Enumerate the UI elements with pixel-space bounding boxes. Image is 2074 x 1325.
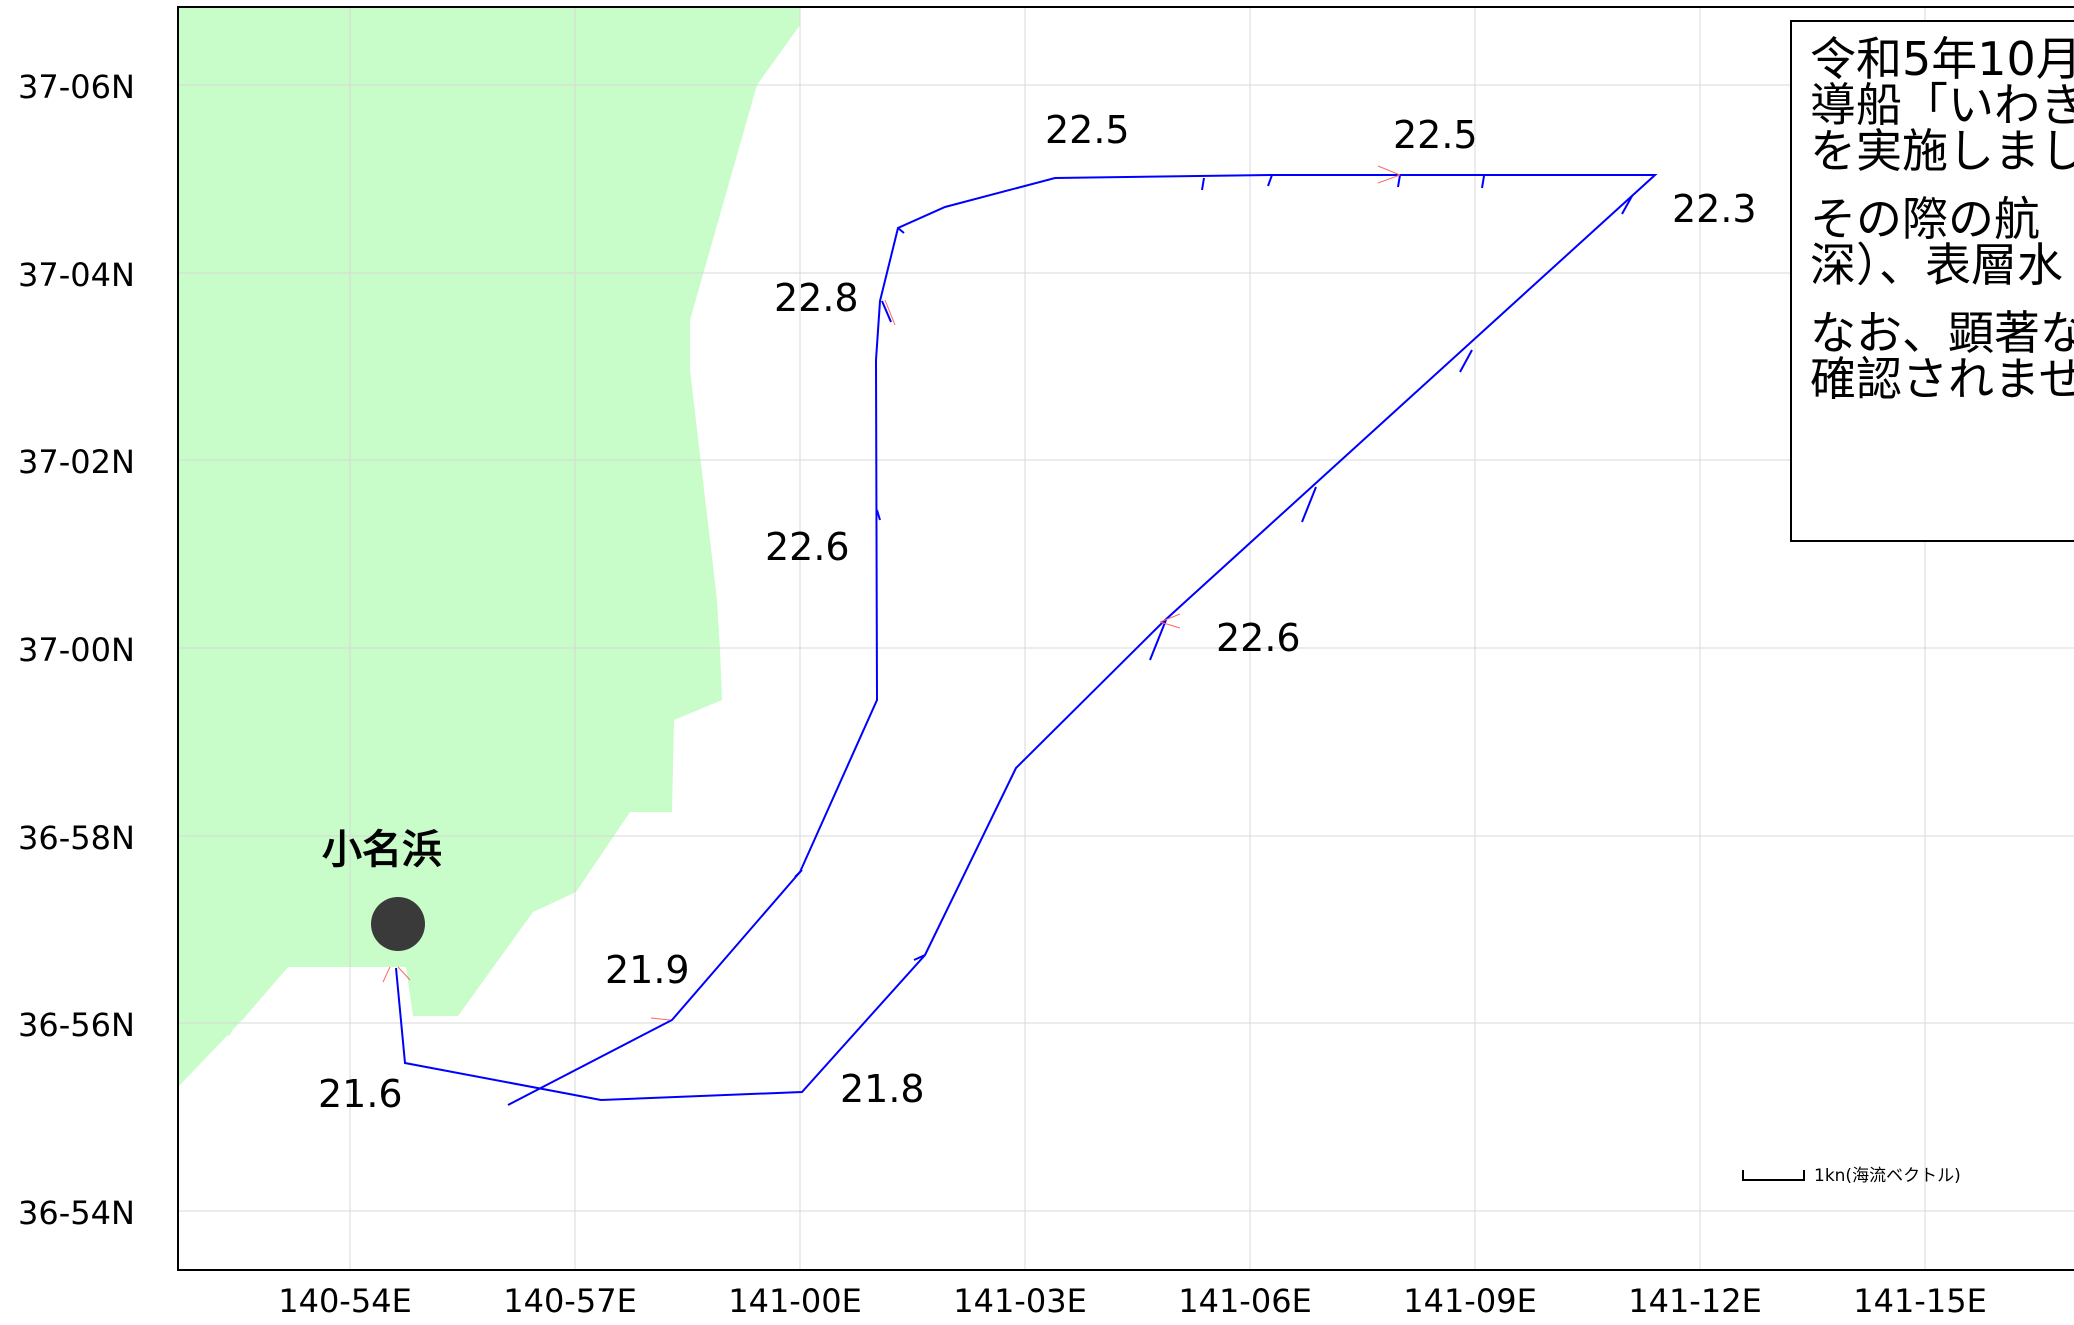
- notice-line: 確認されませ: [1810, 352, 2074, 406]
- temp-label: 22.5: [1045, 108, 1130, 152]
- grid: [178, 7, 2074, 1270]
- notice-paragraph: 令和5年10月 導船「いわき を実施しまし: [1792, 36, 2074, 174]
- temperature-labels: 22.5 22.5 22.3 22.8 22.6 22.6 21.9 21.6 …: [318, 108, 1757, 1116]
- lon-label: 140-57E: [503, 1282, 637, 1320]
- notice-line: 令和5年10月: [1810, 32, 2074, 86]
- place-label: 小名浜: [322, 827, 442, 873]
- lat-label: 37-00N: [18, 631, 135, 669]
- land-islet: [196, 1014, 240, 1042]
- lon-label: 141-12E: [1628, 1282, 1762, 1320]
- scale-label: 1kn(海流ベクトル): [1814, 1166, 1961, 1186]
- land-area: [178, 7, 800, 1087]
- notice-box: 令和5年10月 導船「いわき を実施しまし その際の航 深）、表層水 なお、顕著…: [1790, 20, 2074, 542]
- map-frame: [177, 6, 2074, 1271]
- notice-line: なお、顕著な: [1810, 306, 2074, 360]
- lon-label: 141-09E: [1403, 1282, 1537, 1320]
- lat-label: 37-02N: [18, 443, 135, 481]
- lon-label: 141-00E: [728, 1282, 862, 1320]
- lat-label: 36-58N: [18, 819, 135, 857]
- notice-line: その際の航: [1810, 192, 2040, 246]
- lat-label: 36-54N: [18, 1194, 135, 1232]
- temp-label: 21.9: [605, 948, 690, 992]
- lat-label: 37-04N: [18, 256, 135, 294]
- notice-paragraph: なお、顕著な 確認されませ: [1792, 310, 2074, 402]
- notice-paragraph: その際の航 深）、表層水: [1792, 196, 2074, 288]
- temp-label: 22.5: [1393, 113, 1478, 157]
- current-vectors: [794, 174, 1633, 961]
- lat-label: 37-06N: [18, 68, 135, 106]
- lon-label: 141-15E: [1853, 1282, 1987, 1320]
- lat-label: 36-56N: [18, 1006, 135, 1044]
- notice-line: を実施しまし: [1810, 124, 2074, 178]
- temp-label: 22.8: [774, 276, 859, 320]
- latitude-axis: 37-06N 37-04N 37-02N 37-00N 36-58N 36-56…: [18, 68, 135, 1232]
- temp-label: 22.3: [1672, 187, 1757, 231]
- lon-label: 141-03E: [953, 1282, 1087, 1320]
- temp-label: 22.6: [765, 525, 850, 569]
- ship-track: [395, 174, 1658, 1106]
- current-vectors-minor: [382, 165, 1401, 1021]
- lon-label: 141-06E: [1178, 1282, 1312, 1320]
- notice-line: 導船「いわき: [1810, 78, 2074, 132]
- port-marker-icon: [371, 897, 425, 951]
- temp-label: 22.6: [1216, 616, 1301, 660]
- temp-label: 21.8: [840, 1067, 925, 1111]
- temp-label: 21.6: [318, 1072, 403, 1116]
- notice-line: 深）、表層水: [1810, 238, 2063, 292]
- lon-label: 140-54E: [278, 1282, 412, 1320]
- longitude-axis: 140-54E 140-57E 141-00E 141-03E 141-06E …: [278, 1282, 1987, 1320]
- scale-bar: 1kn(海流ベクトル): [1742, 1166, 1961, 1186]
